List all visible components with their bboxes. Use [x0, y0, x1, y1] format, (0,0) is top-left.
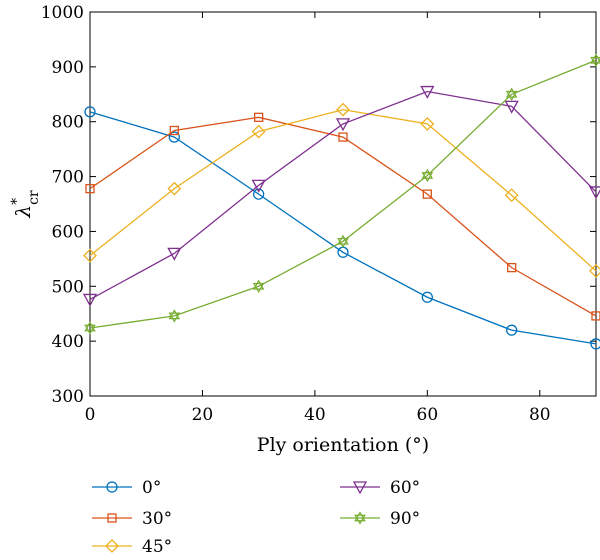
data-point-30: [254, 112, 264, 122]
data-point-30: [338, 132, 348, 142]
data-point-60: [420, 85, 435, 99]
data-point-90: [337, 234, 349, 249]
plot-area: [89, 11, 597, 397]
legend-marker-90-part: [354, 511, 366, 522]
legend: 0° 30° 45° 60° 90°: [92, 478, 420, 557]
legend-marker-90: [354, 511, 366, 525]
data-point-0: [590, 338, 600, 350]
data-point-90-part: [421, 172, 434, 183]
data-point-90-part: [505, 87, 518, 98]
legend-item-90: 90°: [340, 509, 420, 529]
data-point-90: [252, 279, 265, 293]
data-point-90-part: [590, 56, 600, 67]
series-60: [82, 85, 600, 307]
data-point-90-part: [84, 324, 96, 335]
legend-label-45: 45°: [142, 537, 172, 557]
data-point-90-part: [84, 321, 96, 332]
data-point-60: [588, 186, 600, 200]
x-tick-label: 40: [304, 405, 326, 425]
data-point-30: [422, 189, 432, 199]
data-point-90-part: [252, 282, 265, 293]
x-tick-label: 20: [192, 405, 214, 425]
data-point-90-part: [168, 312, 181, 323]
data-point-30: [169, 125, 179, 136]
data-point-30: [85, 183, 95, 194]
y-tick-label: 900: [52, 58, 84, 78]
y-axis-label-sub: cr: [26, 190, 42, 205]
y-tick-label: 700: [52, 168, 84, 188]
x-axis-ticks: 0 20 40 60 80: [85, 12, 551, 425]
data-point-90: [84, 321, 96, 335]
legend-marker-90-part: [354, 514, 366, 525]
data-point-90: [168, 309, 181, 323]
data-point-90-part: [168, 309, 181, 320]
x-tick-label: 60: [417, 405, 439, 425]
x-axis-label: Ply orientation (°): [257, 434, 429, 456]
data-point-90-part: [252, 279, 265, 290]
series-30: [85, 112, 600, 321]
data-point-45: [167, 181, 182, 196]
series-layer: [82, 53, 600, 350]
data-point-30: [507, 262, 517, 273]
y-tick-label: 1000: [41, 3, 84, 23]
data-point-30: [591, 311, 600, 321]
series-line-45: [89, 108, 597, 272]
legend-label-30: 30°: [142, 509, 172, 529]
data-point-90: [505, 87, 518, 101]
data-point-90: [590, 53, 600, 67]
data-point-90-part: [337, 237, 349, 249]
data-point-0: [506, 324, 518, 336]
y-axis-label-sup: *: [9, 198, 25, 205]
data-point-60: [335, 118, 351, 132]
data-point-45: [336, 102, 350, 117]
data-point-90: [421, 168, 434, 183]
data-point-0: [421, 291, 433, 303]
legend-marker-60: [352, 481, 368, 495]
data-point-45: [589, 264, 600, 278]
data-point-60: [167, 247, 182, 261]
data-point-0: [168, 131, 180, 143]
series-line-30: [89, 116, 597, 317]
legend-item-30: 30°: [92, 509, 172, 529]
data-point-60: [251, 179, 266, 193]
legend-label-0: 0°: [142, 478, 161, 498]
legend-item-45: 45°: [92, 537, 172, 557]
y-axis-ticks: 300 400 500 600 700 800 900 1000: [41, 3, 596, 407]
series-line-60: [89, 90, 597, 301]
legend-item-0: 0°: [92, 478, 161, 498]
series-90: [84, 53, 600, 335]
data-point-90-part: [421, 168, 434, 179]
y-tick-label: 500: [52, 277, 84, 297]
y-tick-label: 300: [52, 387, 84, 407]
y-axis-label: λ*cr: [9, 190, 42, 219]
data-point-45: [83, 248, 97, 263]
data-point-0: [84, 106, 96, 118]
data-point-0: [253, 188, 265, 200]
data-point-90-part: [505, 90, 518, 101]
x-tick-label: 0: [85, 405, 96, 425]
series-line-0: [89, 111, 597, 345]
series-45: [83, 102, 600, 278]
series-0: [84, 106, 600, 350]
data-point-45: [251, 124, 266, 139]
legend-label-90: 90°: [390, 509, 420, 529]
legend-marker-0: [106, 481, 118, 493]
data-point-45: [504, 188, 519, 203]
data-point-60: [504, 100, 519, 114]
legend-marker-45: [105, 539, 119, 553]
data-point-60: [82, 293, 98, 307]
x-tick-label: 80: [529, 405, 551, 425]
data-point-90-part: [590, 53, 600, 64]
y-tick-label: 600: [52, 222, 84, 242]
legend-item-60: 60°: [340, 478, 420, 498]
y-axis-label-main: λ: [11, 205, 35, 219]
y-tick-label: 400: [52, 332, 84, 352]
data-point-90-part: [337, 234, 349, 245]
data-point-45: [420, 116, 435, 131]
y-tick-label: 800: [52, 113, 84, 133]
legend-label-60: 60°: [390, 478, 420, 498]
series-line-90: [89, 59, 597, 329]
legend-marker-30: [107, 513, 117, 523]
